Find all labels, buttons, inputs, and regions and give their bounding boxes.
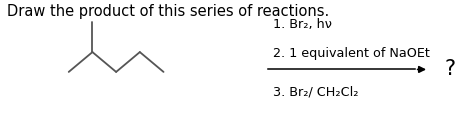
- Text: Draw the product of this series of reactions.: Draw the product of this series of react…: [7, 4, 329, 19]
- Text: 1. Br₂, hν: 1. Br₂, hν: [273, 18, 331, 31]
- Text: ?: ?: [445, 59, 456, 79]
- Text: 3. Br₂/ CH₂Cl₂: 3. Br₂/ CH₂Cl₂: [273, 85, 358, 98]
- Text: 2. 1 equivalent of NaOEt: 2. 1 equivalent of NaOEt: [273, 47, 429, 60]
